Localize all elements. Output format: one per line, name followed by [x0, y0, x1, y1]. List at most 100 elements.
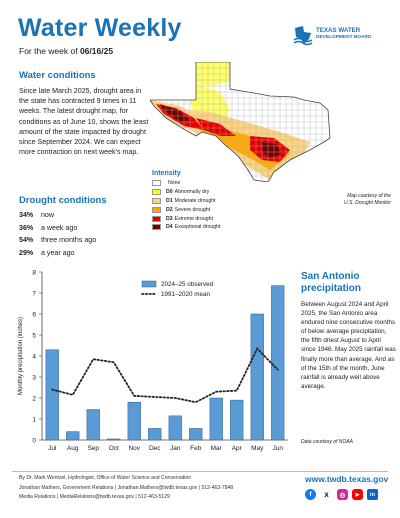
drought-conditions-list: 34% now 36% a week ago 54% three months … — [19, 209, 96, 259]
map-credit-line2: U.S. Drought Monitor — [344, 200, 391, 206]
legend-item-none: None — [152, 179, 221, 188]
san-antonio-heading-line2: precipitation — [301, 283, 362, 294]
footer-contact-government: Jonathan Mathers, Government Relations |… — [19, 484, 234, 491]
legend-code: D3 — [166, 215, 173, 222]
drought-value: 29% — [19, 248, 34, 257]
legend-item-d1: D1 Moderate drought — [152, 197, 221, 206]
legend-code: D4 — [166, 224, 173, 231]
legend-code: D0 — [166, 189, 173, 196]
texas-drought-map — [150, 62, 331, 182]
drought-item: 36% a week ago — [19, 222, 96, 235]
x-tick-label: May — [251, 445, 264, 452]
x-tick-label: Sep — [87, 445, 99, 452]
drought-item: 29% a year ago — [19, 247, 96, 260]
legend-code: D1 — [166, 197, 173, 204]
map-credit-line1: Map courtesy of the — [347, 193, 391, 199]
drought-areas — [150, 62, 330, 182]
san-antonio-heading-line1: San Antonio — [301, 271, 360, 282]
instagram-icon[interactable]: ◎ — [337, 489, 348, 500]
bar — [209, 397, 223, 441]
drought-value: 36% — [19, 223, 34, 232]
footer-contact-media: Media Relations | MediaRelations@twdb.te… — [19, 494, 170, 501]
texas-outline — [150, 62, 331, 182]
footer-divider — [12, 471, 388, 472]
bar — [86, 409, 100, 441]
bar — [45, 349, 59, 441]
y-tick-label: 7 — [32, 291, 36, 298]
bar — [271, 285, 285, 441]
water-conditions-text: Since late March 2025, drought area in t… — [19, 87, 149, 157]
legend-label: Exceptional drought — [174, 224, 221, 231]
county-grid — [159, 62, 330, 182]
y-tick-label: 1 — [32, 417, 36, 424]
bar — [107, 438, 121, 441]
legend-label: Extreme drought — [174, 215, 213, 222]
week-subtitle: For the week of 06/16/25 — [19, 46, 113, 56]
twdb-logo[interactable]: TEXAS WATER DEVELOPMENT BOARD — [292, 24, 387, 48]
linkedin-icon[interactable]: in — [367, 489, 378, 500]
x-tick-label: Oct — [109, 445, 119, 452]
drought-value: 54% — [19, 236, 34, 245]
y-tick-label: 4 — [32, 354, 36, 361]
y-tick-label: 8 — [32, 270, 36, 277]
legend-label: Severe drought — [174, 206, 211, 213]
legend-swatch — [152, 215, 161, 222]
website-link[interactable]: www.twdb.texas.gov — [305, 474, 389, 484]
bar — [250, 313, 264, 441]
x-tick-label: Aug — [67, 445, 79, 452]
legend-item-d0: D0 Abnormally dry — [152, 188, 221, 197]
legend-label-observed: 2024–25 observed — [161, 281, 214, 288]
y-tick-label: 2 — [32, 396, 36, 403]
logo-line2: DEVELOPMENT BOARD — [316, 35, 372, 40]
youtube-icon[interactable]: ▶ — [352, 489, 363, 500]
drought-conditions-heading: Drought conditions — [19, 195, 107, 206]
footer-author: By Dr. Mark Wentzel, Hydrologist, Office… — [19, 475, 192, 481]
legend-code: D2 — [166, 206, 173, 213]
x-tick-label: Feb — [190, 445, 202, 452]
logo-line1: TEXAS WATER — [316, 27, 361, 34]
drought-item: 54% three months ago — [19, 234, 96, 247]
x-tick-label: Jun — [273, 445, 284, 452]
y-tick-label: 3 — [32, 375, 36, 382]
legend-heading: Intensity — [152, 170, 181, 177]
mean-line — [51, 347, 279, 404]
precipitation-chart: 0 1 2 3 4 5 6 7 8 Monthly precipitation (inches) J… — [18, 270, 288, 452]
noaa-credit: Data courtesy of NOAA — [301, 439, 353, 445]
x-tick-label: Mar — [211, 445, 223, 452]
logo-text: TEXAS WATER DEVELOPMENT BOARD — [316, 27, 371, 41]
legend-label: Abnormally dry — [174, 189, 210, 196]
week-prefix: For the week of — [19, 46, 80, 56]
legend-item-d4: D4 Exceptional drought — [152, 223, 221, 232]
water-conditions-heading: Water conditions — [19, 70, 96, 81]
legend-label-mean: 1991–2020 mean — [161, 291, 211, 298]
twdb-logo-icon — [293, 26, 313, 46]
week-date: 06/16/25 — [79, 46, 114, 56]
social-links: f X ◎ ▶ in — [305, 489, 378, 502]
x-tick-label: Nov — [128, 445, 140, 452]
bar — [127, 401, 141, 441]
map-credit: Map courtesy of the U.S. Drought Monitor — [311, 193, 391, 207]
bar — [230, 399, 244, 441]
x-icon[interactable]: X — [320, 489, 333, 502]
legend-swatch-observed — [141, 280, 157, 288]
drought-label: three months ago — [40, 236, 97, 245]
legend-label: None — [168, 180, 181, 187]
legend-swatch — [152, 189, 161, 196]
san-antonio-text: Between August 2024 and April 2025, the … — [301, 301, 396, 390]
y-tick-label: 5 — [32, 333, 36, 340]
bar — [66, 431, 80, 441]
legend-item-d3: D3 Extreme drought — [152, 214, 221, 223]
drought-label: now — [40, 211, 54, 219]
legend-swatch — [152, 197, 161, 204]
footer-contacts: By Dr. Mark Wentzel, Hydrologist, Office… — [19, 474, 233, 503]
drought-label: a week ago — [40, 223, 78, 232]
x-tick-label: Jan — [170, 445, 181, 452]
facebook-icon[interactable]: f — [305, 489, 316, 500]
bar — [189, 428, 203, 441]
legend-swatch — [152, 224, 161, 231]
bar — [148, 428, 162, 441]
legend-swatch — [152, 206, 161, 213]
legend-swatch — [152, 180, 161, 187]
x-tick-label: Apr — [232, 445, 243, 452]
san-antonio-heading: San Antonio precipitation — [301, 271, 396, 295]
